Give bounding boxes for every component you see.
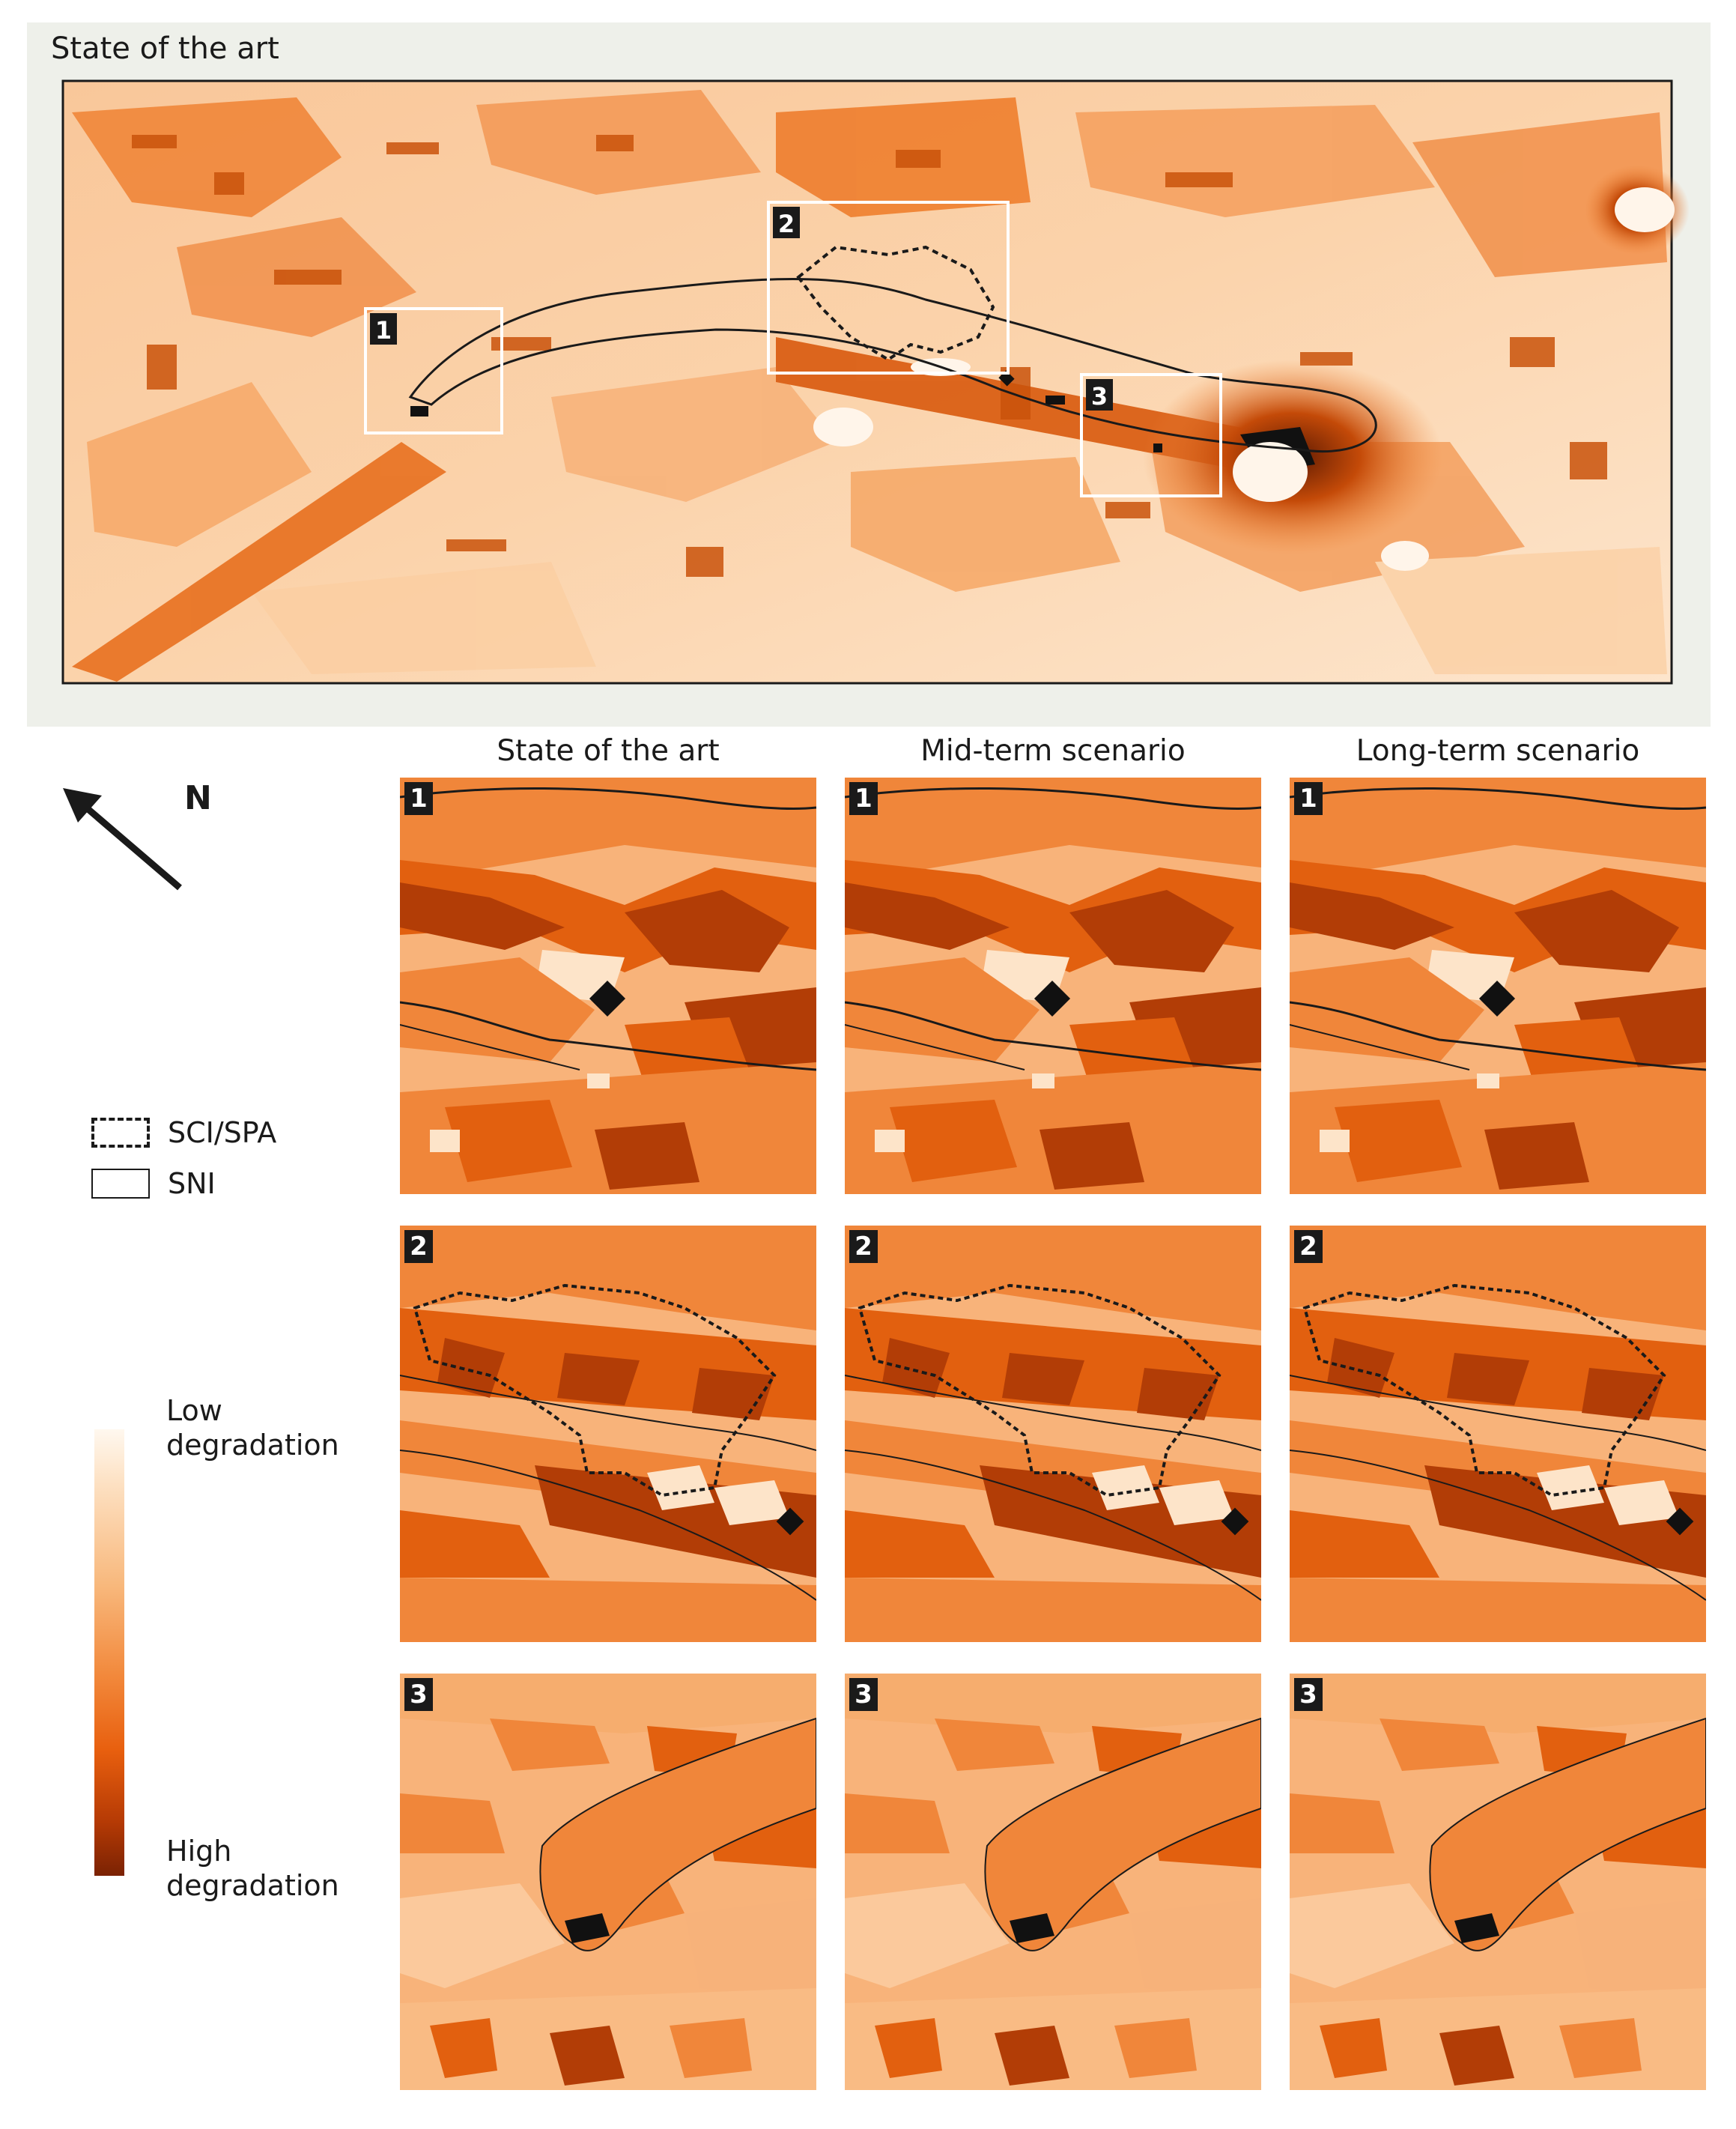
zoom-box-label: 3 — [1090, 382, 1108, 411]
north-label: N — [184, 779, 212, 817]
panel-map — [400, 1674, 816, 2090]
panel-map — [400, 1226, 816, 1642]
panel-map — [845, 1226, 1261, 1642]
zoom-box-label: 1 — [374, 316, 392, 345]
panel-badge: 3 — [404, 1678, 433, 1711]
panel-map — [845, 778, 1261, 1194]
panel-map — [1290, 1674, 1706, 2090]
panel-map — [400, 778, 816, 1194]
panel-badge: 3 — [1294, 1678, 1323, 1711]
panel-map — [1290, 1226, 1706, 1642]
panel-badge: 1 — [1294, 782, 1323, 815]
panel-row1-mid-term: 1 — [845, 778, 1261, 1194]
colorbar-high-label: High degradation — [166, 1835, 339, 1902]
zoom-box-label: 2 — [777, 210, 795, 238]
low-degradation-spots — [813, 187, 1675, 571]
panel-row2-long-term: 2 — [1290, 1226, 1706, 1642]
overview-title: State of the art — [51, 31, 279, 66]
overview-map: 1 2 3 — [27, 22, 1711, 727]
zoom-box-3[interactable] — [1080, 373, 1222, 497]
column-header: Mid-term scenario — [920, 734, 1186, 768]
north-arrow-icon — [63, 788, 182, 891]
panel-badge: 3 — [849, 1678, 878, 1711]
legend-label-sci-spa: SCI/SPA — [168, 1116, 277, 1149]
legend-label-sni: SNI — [168, 1167, 216, 1200]
overview-map-canvas — [61, 79, 1690, 685]
sci-spa-boundary — [796, 245, 995, 362]
panel-row3-long-term: 3 — [1290, 1674, 1706, 2090]
panel-badge: 2 — [1294, 1230, 1323, 1263]
panel-badge: 1 — [404, 782, 433, 815]
column-header: State of the art — [497, 734, 720, 768]
panel-row1-long-term: 1 — [1290, 778, 1706, 1194]
sci-spa-swatch — [91, 1118, 150, 1148]
column-header: Long-term scenario — [1356, 734, 1640, 768]
sni-boundary — [408, 278, 1377, 453]
degradation-patches — [72, 90, 1667, 682]
panel-badge: 1 — [849, 782, 878, 815]
panel-row1-state-of-the-art: 1 — [400, 778, 816, 1194]
panel-map — [1290, 778, 1706, 1194]
panel-row3-state-of-the-art: 3 — [400, 1674, 816, 2090]
colorbar-low-label: Low degradation — [166, 1394, 339, 1462]
panel-row2-mid-term: 2 — [845, 1226, 1261, 1642]
panel-row3-mid-term: 3 — [845, 1674, 1261, 2090]
panel-badge: 2 — [849, 1230, 878, 1263]
degradation-colorbar — [94, 1429, 124, 1876]
panel-map — [845, 1674, 1261, 2090]
zoom-box-1[interactable] — [364, 307, 503, 434]
panel-row2-state-of-the-art: 2 — [400, 1226, 816, 1642]
panel-badge: 2 — [404, 1230, 433, 1263]
degradation-specks — [132, 135, 1607, 577]
sni-swatch — [91, 1169, 150, 1199]
zoom-box-2[interactable] — [767, 201, 1010, 375]
